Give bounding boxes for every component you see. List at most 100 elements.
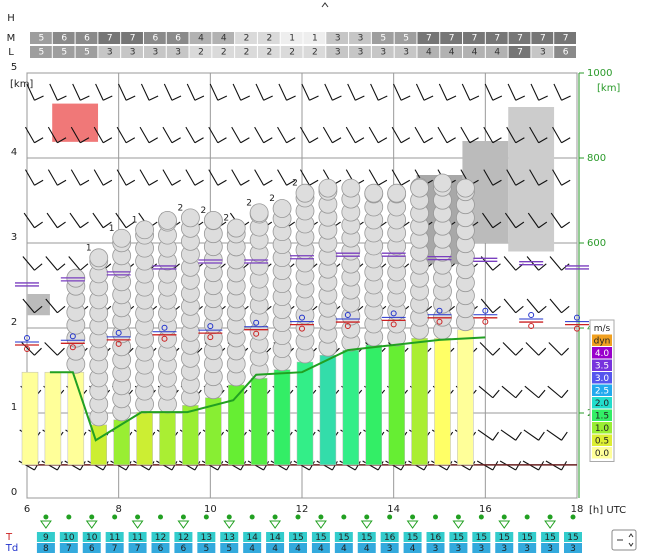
layer-cell	[371, 32, 394, 44]
legend-swatch	[592, 409, 612, 421]
cloud-base-dot	[207, 323, 214, 330]
layer-cell-label: 7	[449, 34, 455, 44]
surface-cell	[495, 543, 514, 553]
layer-cell-label: 6	[563, 48, 569, 58]
layer-cell	[394, 46, 417, 58]
cloud-base-dot	[207, 334, 214, 341]
cloud-column	[387, 183, 407, 347]
surface-cell	[564, 532, 582, 542]
thermal-bar	[136, 411, 153, 466]
surface-cell-label: 7	[135, 544, 141, 554]
y-axis-label: [km]	[10, 79, 33, 90]
surface-cell	[472, 532, 491, 542]
cloud-column	[272, 199, 292, 372]
weather-dot	[410, 514, 416, 520]
layer-cell	[554, 46, 576, 58]
y-tick-label: 4	[11, 147, 17, 158]
wind-barb	[480, 298, 501, 314]
cloud-puff	[226, 218, 246, 238]
thermal-bar	[342, 349, 360, 466]
inversion-mark	[473, 257, 498, 262]
cloud-base-mark	[106, 329, 131, 347]
surface-cell	[243, 532, 262, 542]
surface-cell	[36, 543, 55, 553]
wind-barb	[26, 83, 44, 101]
wind-barb	[186, 83, 205, 101]
surface-cell-label: 10	[86, 533, 98, 543]
surface-cell-label: 3	[456, 544, 462, 554]
thermal-bar	[250, 377, 268, 466]
layer-cell-label: 6	[84, 34, 90, 44]
surface-cell	[151, 543, 170, 553]
layer-cell	[440, 46, 463, 58]
cloud-column	[181, 208, 200, 407]
surface-row-label: T	[5, 532, 13, 543]
cloud-puff	[318, 178, 338, 198]
inversion-mark	[106, 271, 131, 276]
thermal-bar	[457, 329, 474, 466]
wind-barb	[504, 212, 525, 229]
cloud-column	[295, 183, 315, 364]
wind-barb	[231, 169, 250, 186]
cloud-base-dot	[390, 321, 397, 328]
spinner[interactable]	[611, 529, 637, 551]
layer-cell	[485, 46, 508, 58]
wind-barb	[95, 83, 113, 101]
cloud-cover-label: 2	[292, 179, 298, 189]
weather-triangle	[223, 520, 236, 529]
wind-barb	[501, 385, 523, 399]
surface-cell	[334, 543, 353, 553]
wind-barb	[254, 169, 273, 186]
weather-dot	[318, 514, 324, 520]
wind-barb	[482, 212, 502, 229]
surface-cell	[380, 543, 399, 553]
wind-barb	[115, 212, 135, 229]
surface-cell	[128, 532, 147, 542]
spinner-arrows[interactable]	[628, 533, 634, 547]
inversion-mark	[152, 265, 177, 270]
surface-cell	[289, 532, 307, 542]
legend-label: 0.5	[595, 436, 609, 446]
layer-cell	[75, 46, 98, 58]
layer-cell	[212, 46, 235, 58]
thermal-bar	[411, 337, 428, 466]
layer-cell	[98, 46, 121, 58]
y-tick-label: 2	[11, 317, 17, 328]
layer-cell	[349, 32, 371, 44]
layer-cell-label: 2	[289, 48, 295, 58]
cloud-column	[341, 178, 361, 352]
cloud-cover-label: 2	[178, 203, 184, 213]
collapse-caret[interactable]	[321, 2, 329, 8]
surface-cell	[380, 532, 399, 542]
spinner-box[interactable]	[611, 529, 637, 551]
wind-barb	[208, 169, 227, 186]
wind-barb	[370, 83, 388, 101]
wind-barb	[414, 126, 433, 144]
wind-barb	[301, 83, 319, 101]
surface-cell	[449, 532, 468, 542]
inversion-mark	[60, 277, 85, 282]
surface-cell-label: 11	[109, 533, 120, 543]
layer-cell-label: 3	[403, 48, 409, 58]
surface-cell	[174, 532, 193, 542]
cloud-base-dot	[299, 314, 305, 321]
layer-cell	[531, 32, 554, 44]
weather-dot	[501, 514, 507, 520]
x-tick-label: 10	[204, 504, 217, 515]
wind-barb	[415, 83, 434, 101]
thermal-bar	[21, 371, 39, 466]
wind-barb	[393, 83, 411, 101]
wind-barb	[502, 342, 524, 356]
wind-barb	[438, 83, 457, 101]
surface-cell	[82, 543, 101, 553]
wind-barb	[527, 212, 548, 229]
surface-cell	[495, 532, 514, 542]
cloud-column	[318, 178, 338, 357]
surface-cell	[403, 532, 422, 542]
cloud-puff	[158, 210, 177, 230]
cloud-base-mark	[152, 324, 177, 342]
wind-barb	[277, 126, 296, 144]
layer-cell	[121, 46, 143, 58]
x-axis-label: [h] UTC	[589, 505, 626, 516]
layer-cell	[52, 32, 75, 44]
